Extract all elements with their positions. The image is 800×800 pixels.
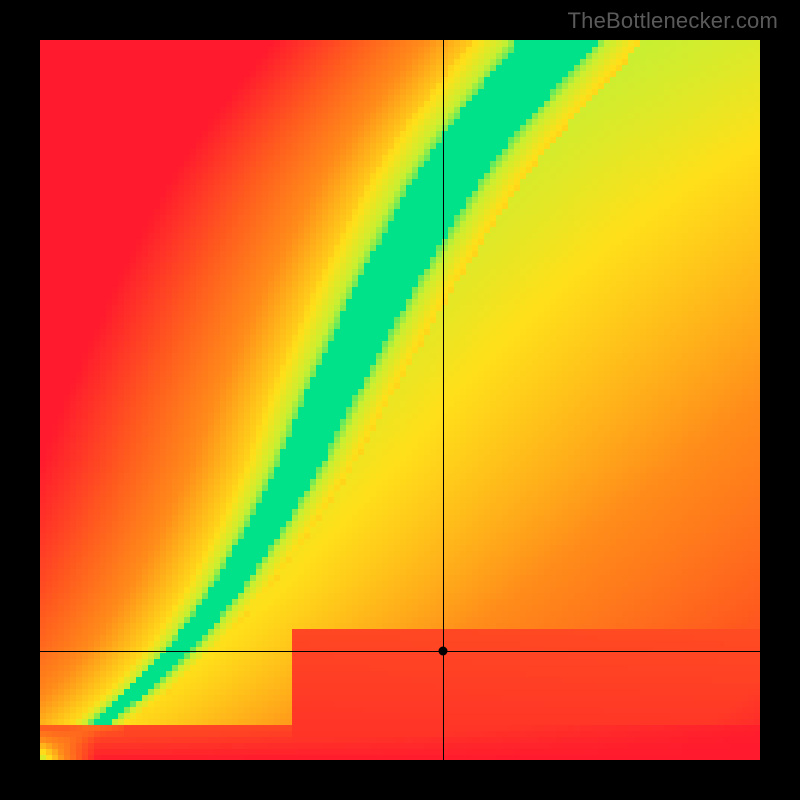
heatmap-canvas xyxy=(40,40,760,760)
crosshair-horizontal xyxy=(40,651,760,652)
plot-area xyxy=(40,40,760,760)
crosshair-point xyxy=(439,646,448,655)
watermark-label: TheBottlenecker.com xyxy=(568,8,778,34)
chart-container: TheBottlenecker.com xyxy=(0,0,800,800)
